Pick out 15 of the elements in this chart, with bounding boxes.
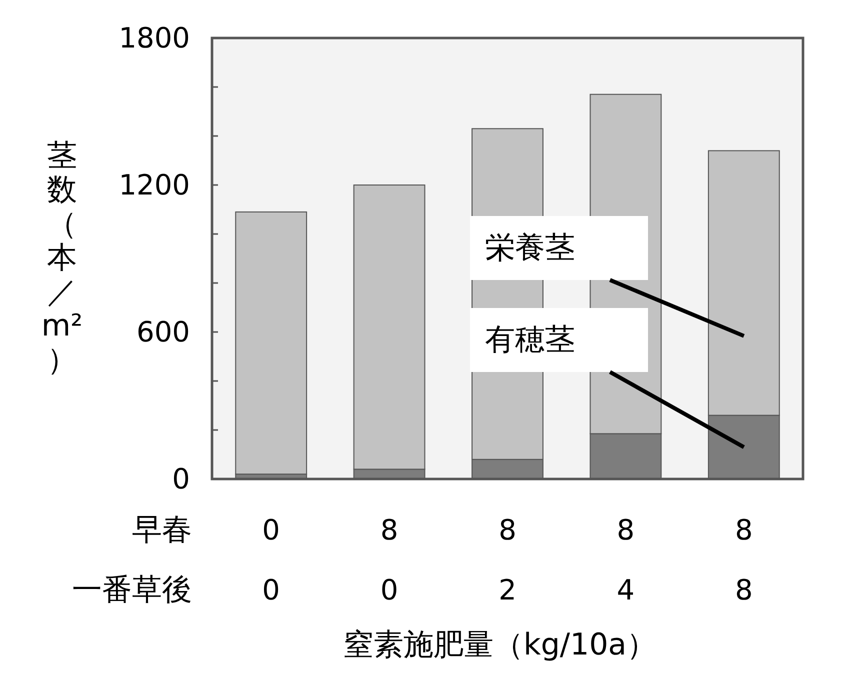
y-tick-label: 0 <box>172 462 190 496</box>
x-tick-label: 8 8 <box>734 514 753 606</box>
x-tick-label: 8 4 <box>616 514 635 606</box>
y-tick-label: 600 <box>136 316 190 348</box>
x-tick-label: 0 0 <box>262 514 280 606</box>
text: 早春 <box>132 512 192 548</box>
y-tick-label: 1200 <box>118 168 190 202</box>
x-axis-title: 窒素施肥量（kg/10a） <box>343 628 657 662</box>
x-tick-label: 8 2 <box>498 514 516 606</box>
bar <box>235 211 308 475</box>
y-axis-title: 茎数（本／m²） <box>41 138 83 378</box>
y-tick-label: 1800 <box>118 22 190 54</box>
x-tick-label: 8 0 <box>380 514 398 606</box>
series-label: 栄養茎 <box>485 230 575 266</box>
text: 一番草後 <box>72 572 192 608</box>
